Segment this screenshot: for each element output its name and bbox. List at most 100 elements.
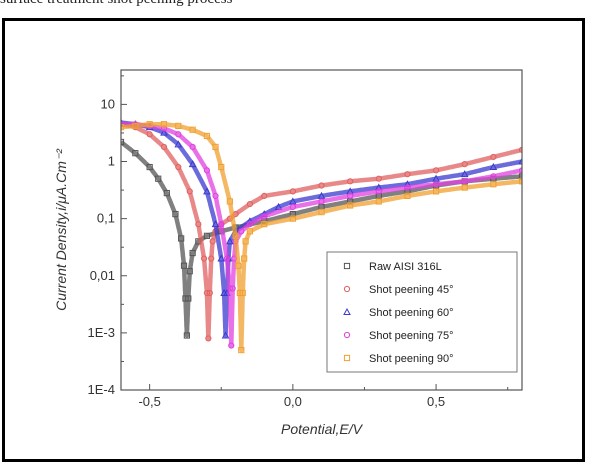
data-point (160, 121, 168, 128)
data-point (432, 181, 440, 188)
data-point (490, 153, 497, 161)
x-tick-label: 0,0 (284, 394, 302, 409)
data-point (209, 238, 216, 245)
data-point (375, 188, 382, 195)
series-layer (121, 118, 522, 354)
data-point (226, 285, 233, 292)
legend-box (326, 251, 518, 373)
y-axis-title: Current Density,i/μA.Cm⁻² (53, 148, 69, 311)
legend-label: Raw AISI 316L (369, 261, 442, 273)
data-point (212, 143, 219, 151)
data-point (175, 163, 182, 171)
series-line (121, 121, 522, 353)
data-point (186, 268, 193, 275)
data-point (228, 342, 235, 349)
data-point (347, 178, 354, 185)
data-point (163, 189, 170, 197)
data-point (221, 331, 230, 339)
data-point (218, 221, 225, 228)
axes-layer: -0,5 0,0 0,5 1E-4 1E-3 0,01 0,1 1 10 (88, 75, 509, 409)
legend-item: Shot peening 75° (343, 330, 454, 342)
legend-marker (343, 354, 351, 362)
data-point (132, 150, 139, 157)
legend-item: Shot peening 45° (343, 284, 454, 296)
data-point (518, 178, 522, 185)
plot-area-frame (120, 69, 523, 391)
data-point (518, 146, 522, 153)
data-point (226, 198, 233, 205)
data-point (347, 202, 354, 209)
data-point (146, 163, 153, 171)
data-point (232, 232, 239, 239)
data-point (460, 170, 469, 178)
y-tick-label: 1E-3 (88, 325, 115, 340)
data-point (404, 184, 411, 191)
data-point (242, 238, 249, 245)
legend-label: Shot peening 45° (369, 284, 454, 296)
data-point (160, 128, 168, 136)
data-point (205, 335, 212, 342)
data-point (226, 237, 234, 245)
data-point (206, 289, 213, 297)
data-point (241, 255, 248, 262)
data-point (490, 173, 497, 180)
legend-marker (343, 262, 351, 270)
data-point (178, 235, 185, 242)
data-point (261, 221, 268, 228)
data-point (347, 192, 354, 200)
y-tick-label: 1 (108, 154, 115, 169)
data-point (461, 184, 468, 191)
data-point (217, 254, 226, 262)
data-point (289, 188, 296, 195)
data-point (195, 221, 202, 228)
x-tick-label: 0,5 (427, 394, 445, 409)
data-point (239, 289, 246, 297)
data-point (246, 200, 253, 208)
legend-marker (343, 331, 351, 339)
data-point (203, 187, 211, 195)
data-point (518, 167, 522, 174)
data-point (155, 175, 162, 182)
legend-item: Shot peening 60° (343, 307, 454, 319)
data-point (132, 122, 139, 130)
data-point (318, 182, 325, 189)
data-point (189, 126, 196, 133)
legend-label: Shot peening 90° (369, 353, 454, 365)
legend-item: Shot peening 90° (343, 353, 454, 365)
data-point (318, 209, 325, 216)
data-point (318, 198, 325, 205)
data-point (432, 188, 440, 195)
data-point (218, 163, 225, 171)
y-tick-label: 0,01 (90, 268, 115, 283)
data-point (203, 167, 211, 174)
y-tick-label: 1E-4 (88, 382, 115, 397)
data-point (404, 192, 411, 200)
data-point (146, 131, 153, 138)
x-axis-title: Potential,E/V (281, 421, 364, 437)
top-caption: surface treatment shot peening process (0, 0, 593, 9)
data-point (146, 121, 153, 128)
data-point (160, 143, 168, 151)
data-point (188, 160, 197, 168)
data-point (461, 178, 468, 185)
data-point (432, 167, 440, 174)
data-point (200, 255, 208, 262)
data-point (461, 161, 468, 168)
data-point (404, 171, 411, 178)
data-point (183, 332, 190, 339)
series-5 (121, 121, 522, 354)
data-point (289, 215, 296, 222)
data-point (172, 211, 179, 218)
data-point (203, 289, 211, 297)
data-point (246, 221, 253, 228)
data-point (289, 203, 296, 211)
data-point (175, 131, 182, 138)
data-point (223, 255, 231, 262)
data-point (238, 228, 245, 235)
data-point (203, 232, 211, 239)
legend-marker (343, 307, 351, 315)
legend-label: Shot peening 75° (369, 330, 454, 342)
data-point (180, 262, 188, 269)
data-point (518, 173, 522, 180)
